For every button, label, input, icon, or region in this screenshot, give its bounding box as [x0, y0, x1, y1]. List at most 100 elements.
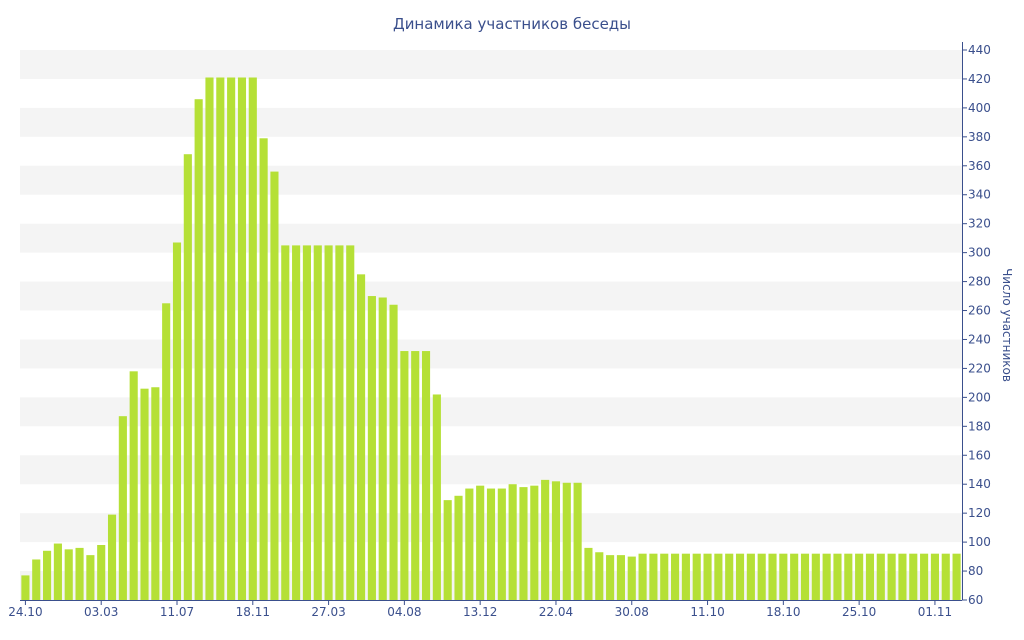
bar	[32, 559, 41, 600]
bar	[616, 555, 625, 600]
bar	[681, 553, 690, 600]
x-tick-label: 13.12	[463, 605, 497, 619]
x-tick-label: 18.10	[766, 605, 800, 619]
bar	[43, 550, 52, 600]
bar	[21, 575, 30, 600]
bar	[714, 553, 723, 600]
x-tick-labels: 24.10 03.03 11.07 18.11 27.03 04.08 13.12 22.04…	[8, 605, 952, 619]
bar	[519, 487, 528, 600]
x-tick-label: 11.10	[690, 605, 724, 619]
bar	[216, 77, 225, 600]
bar	[562, 482, 571, 600]
grid-band	[20, 339, 962, 369]
bar	[64, 549, 73, 600]
bar	[952, 553, 961, 600]
bar	[725, 553, 734, 600]
x-tick-label: 01.11	[918, 605, 952, 619]
bar	[638, 553, 647, 600]
y-tick-label: 440	[968, 43, 991, 57]
bar	[129, 371, 138, 600]
bar	[746, 553, 755, 600]
bar	[378, 297, 387, 600]
bar	[389, 304, 398, 600]
bar	[941, 553, 950, 600]
grid-band	[20, 455, 962, 485]
bar	[107, 514, 117, 600]
bar	[703, 553, 712, 600]
bar	[692, 553, 701, 600]
bar	[671, 553, 680, 600]
y-tick-label: 340	[968, 188, 991, 202]
bar	[584, 547, 593, 600]
y-tick-label: 300	[968, 246, 991, 260]
bar	[551, 481, 561, 600]
y-tick-label: 100	[968, 535, 991, 549]
bar	[75, 547, 84, 600]
bar	[887, 553, 896, 600]
bar	[865, 553, 875, 600]
bar	[313, 245, 322, 600]
bar	[768, 553, 777, 600]
x-tick-label: 03.03	[84, 605, 118, 619]
bar	[346, 245, 355, 600]
y-tick-label: 200	[968, 390, 991, 404]
x-tick-label: 11.07	[160, 605, 194, 619]
bar	[541, 479, 550, 600]
bar	[757, 553, 766, 600]
y-tick-label: 80	[968, 564, 983, 578]
y-tick-label: 60	[968, 593, 983, 607]
chart-title: Динамика участников беседы	[393, 15, 631, 33]
bar	[194, 99, 203, 601]
bar	[367, 296, 376, 600]
bar	[833, 553, 842, 600]
bar	[930, 553, 939, 600]
bar	[627, 556, 636, 600]
bar	[844, 553, 853, 600]
bar	[237, 77, 247, 600]
y-axis-label: Число участников	[1000, 268, 1014, 382]
bar	[118, 416, 127, 600]
y-tick-label: 140	[968, 477, 991, 491]
x-tick-label: 27.03	[311, 605, 345, 619]
bar	[53, 543, 62, 600]
bar	[735, 553, 745, 600]
grid-band	[20, 281, 962, 311]
bar	[573, 482, 582, 600]
y-tick-label: 260	[968, 304, 991, 318]
y-tick-label: 120	[968, 506, 991, 520]
y-tick-label: 180	[968, 419, 991, 433]
bar	[443, 500, 452, 600]
grid-band	[20, 397, 962, 427]
x-tick-label: 30.08	[615, 605, 649, 619]
bar	[811, 553, 820, 600]
bar	[476, 485, 485, 600]
bar	[800, 553, 810, 600]
bar	[248, 77, 257, 600]
x-tick-label: 25.10	[842, 605, 876, 619]
y-tick-label: 240	[968, 332, 991, 346]
bar	[465, 488, 474, 600]
bar	[454, 495, 463, 600]
y-tick-labels: 60 80 100 120 140 160 180 200 220 240 260 280 300 320…	[968, 43, 991, 607]
bar	[649, 553, 658, 600]
bar	[140, 388, 149, 600]
bar	[335, 245, 344, 600]
bar	[876, 553, 885, 600]
y-tick-label: 420	[968, 72, 991, 86]
x-tick-label: 04.08	[387, 605, 421, 619]
bar	[898, 553, 907, 600]
bar	[660, 553, 669, 600]
bar	[205, 77, 214, 600]
bar	[920, 553, 929, 600]
x-tick-label: 18.11	[236, 605, 270, 619]
bar	[324, 245, 333, 600]
bar	[779, 553, 788, 600]
y-tick-label: 280	[968, 275, 991, 289]
bar	[292, 245, 301, 600]
axes-group	[20, 42, 967, 605]
bar	[151, 387, 160, 600]
bar	[432, 394, 441, 600]
bar	[530, 485, 539, 600]
y-tick-label: 160	[968, 448, 991, 462]
